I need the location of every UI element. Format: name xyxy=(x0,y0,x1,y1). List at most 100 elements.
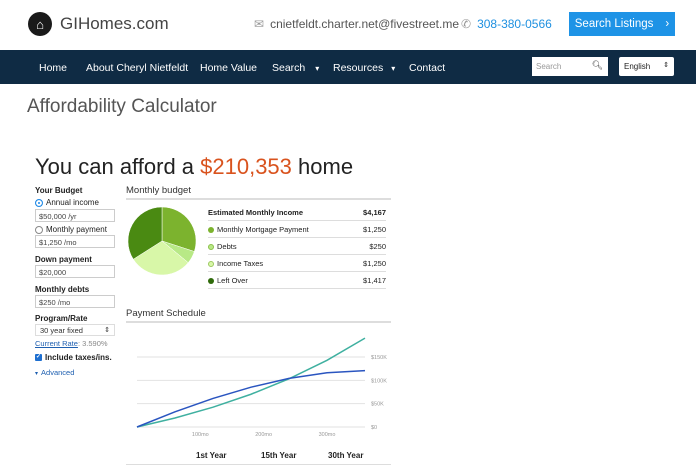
nav-search-input[interactable]: Search 🔍︎ xyxy=(532,57,608,76)
search-listings-button[interactable]: Search Listings › xyxy=(569,12,675,36)
budget-row: Income Taxes $1,250 xyxy=(208,255,386,272)
pie-slice xyxy=(161,206,197,252)
legend-dot xyxy=(208,277,214,284)
budget-total-row: Estimated Monthly Income $4,167 xyxy=(208,204,386,221)
program-value: 30 year fixed xyxy=(40,326,83,335)
divider xyxy=(126,464,391,465)
total-value: $4,167 xyxy=(363,207,386,217)
divider xyxy=(126,321,391,323)
legend-dot xyxy=(208,226,214,233)
row-label: Income Taxes xyxy=(217,258,264,268)
divider xyxy=(126,198,391,200)
budget-pie-chart xyxy=(127,206,197,276)
language-value: English xyxy=(624,62,651,71)
col-header-30th-year: 30th Year xyxy=(328,451,364,460)
page-title: Affordability Calculator xyxy=(27,96,217,117)
phone-icon: ✆ xyxy=(461,17,472,31)
nav-contact[interactable]: Contact xyxy=(409,62,446,74)
main-nav: Home About Cheryl Nietfeldt Home Value S… xyxy=(0,50,696,84)
series-line xyxy=(136,369,366,428)
budget-row: Monthly Mortgage Payment $1,250 xyxy=(208,221,386,238)
row-value: $250 xyxy=(369,241,386,251)
x-tick-label: 200mo xyxy=(255,432,272,438)
advanced-label: Advanced xyxy=(41,368,75,377)
afford-headline: You can afford a $210,353 home xyxy=(35,154,353,180)
nav-home-value[interactable]: Home Value xyxy=(200,62,258,74)
select-arrows-icon: ⇕ xyxy=(663,62,669,69)
current-rate-link[interactable]: Current Rate xyxy=(35,339,78,348)
x-tick-label: 100mo xyxy=(192,432,209,438)
payment-schedule-title: Payment Schedule xyxy=(126,308,206,319)
phone-text: 308-380-0566 xyxy=(477,17,552,31)
col-header-1st-year: 1st Year xyxy=(196,451,227,460)
pie-slice xyxy=(132,240,189,276)
monthly-budget-title: Monthly budget xyxy=(126,185,191,196)
total-label: Estimated Monthly Income xyxy=(208,207,304,217)
y-tick-label: $100K xyxy=(371,378,387,384)
caret-down-icon: ▾ xyxy=(35,371,39,377)
headline-pre: You can afford a xyxy=(35,154,201,179)
row-label: Monthly Mortgage Payment xyxy=(217,224,309,234)
row-label: Debts xyxy=(217,241,237,251)
phone-link[interactable]: ✆ 308-380-0566 xyxy=(461,17,552,31)
y-tick-label: $150K xyxy=(371,355,387,361)
monthly-debts-input[interactable]: $250 /mo xyxy=(35,295,115,308)
y-tick-label: $50K xyxy=(371,402,384,408)
col-header-15th-year: 15th Year xyxy=(261,451,297,460)
monthly-debts-label: Monthly debts xyxy=(35,285,90,294)
budget-row: Left Over $1,417 xyxy=(208,272,386,289)
search-placeholder: Search xyxy=(536,62,562,71)
cta-label: Search Listings xyxy=(574,18,654,30)
advanced-toggle[interactable]: ▾ Advanced xyxy=(35,368,74,377)
nav-home[interactable]: Home xyxy=(39,62,68,74)
radio-selected[interactable] xyxy=(35,198,43,207)
current-rate: Current Rate: 3.590% xyxy=(35,339,108,348)
program-rate-label: Program/Rate xyxy=(35,314,88,323)
nav-resources[interactable]: Resources ▾ xyxy=(333,62,395,74)
legend-dot xyxy=(208,260,214,267)
checkbox-checked-icon[interactable]: ✓ xyxy=(35,354,42,361)
annual-income-label: Annual income xyxy=(46,198,99,207)
monthly-payment-label: Monthly payment xyxy=(46,225,107,234)
annual-income-radio[interactable]: Annual income xyxy=(35,198,99,207)
legend-dot xyxy=(208,243,214,250)
language-select[interactable]: English ⇕ xyxy=(619,57,674,76)
down-payment-label: Down payment xyxy=(35,255,92,264)
nav-search[interactable]: Search ▾ xyxy=(272,62,319,74)
budget-row: Debts $250 xyxy=(208,238,386,255)
nav-about[interactable]: About Cheryl Nietfeldt xyxy=(86,62,189,74)
down-payment-input[interactable]: $20,000 xyxy=(35,265,115,278)
email-text: cnietfeldt.charter.net@fivestreet.me xyxy=(270,17,459,31)
email-link[interactable]: ✉ cnietfeldt.charter.net@fivestreet.me xyxy=(254,17,459,31)
search-icon[interactable]: 🔍︎ xyxy=(591,60,603,70)
envelope-icon: ✉ xyxy=(254,17,265,31)
headline-post: home xyxy=(291,154,354,179)
row-value: $1,417 xyxy=(363,275,386,285)
brand-name[interactable]: GIHomes.com xyxy=(60,14,169,33)
nav-resources-label: Resources xyxy=(333,62,384,74)
program-select[interactable]: 30 year fixed ⇕ xyxy=(35,324,115,336)
home-logo-icon[interactable]: ⌂ xyxy=(28,12,52,36)
y-tick-label: $0 xyxy=(371,425,377,431)
nav-search-label: Search xyxy=(272,62,306,74)
current-rate-value: : 3.590% xyxy=(77,339,108,348)
select-arrows-icon: ⇕ xyxy=(104,327,110,334)
radio-unselected[interactable] xyxy=(35,225,43,234)
x-tick-label: 300mo xyxy=(319,432,336,438)
monthly-payment-input[interactable]: $1,250 /mo xyxy=(35,235,115,248)
monthly-payment-radio[interactable]: Monthly payment xyxy=(35,225,107,234)
row-label: Left Over xyxy=(217,275,248,285)
series-line xyxy=(136,337,366,428)
include-taxes-checkbox[interactable]: ✓ Include taxes/ins. xyxy=(35,353,112,362)
row-value: $1,250 xyxy=(363,224,386,234)
chevron-down-icon: ▾ xyxy=(315,64,320,73)
row-value: $1,250 xyxy=(363,258,386,268)
include-taxes-label: Include taxes/ins. xyxy=(45,353,112,362)
your-budget-heading: Your Budget xyxy=(35,186,83,195)
chevron-right-icon: › xyxy=(665,18,670,30)
site-header: ⌂ GIHomes.com ✉ cnietfeldt.charter.net@fi… xyxy=(0,0,696,50)
annual-income-input[interactable]: $50,000 /yr xyxy=(35,209,115,222)
chevron-down-icon: ▾ xyxy=(391,64,396,73)
afford-amount: $210,353 xyxy=(200,154,292,179)
payment-schedule-chart: $0 $50K $100K $150K 100mo 200mo 300mo xyxy=(136,337,387,438)
